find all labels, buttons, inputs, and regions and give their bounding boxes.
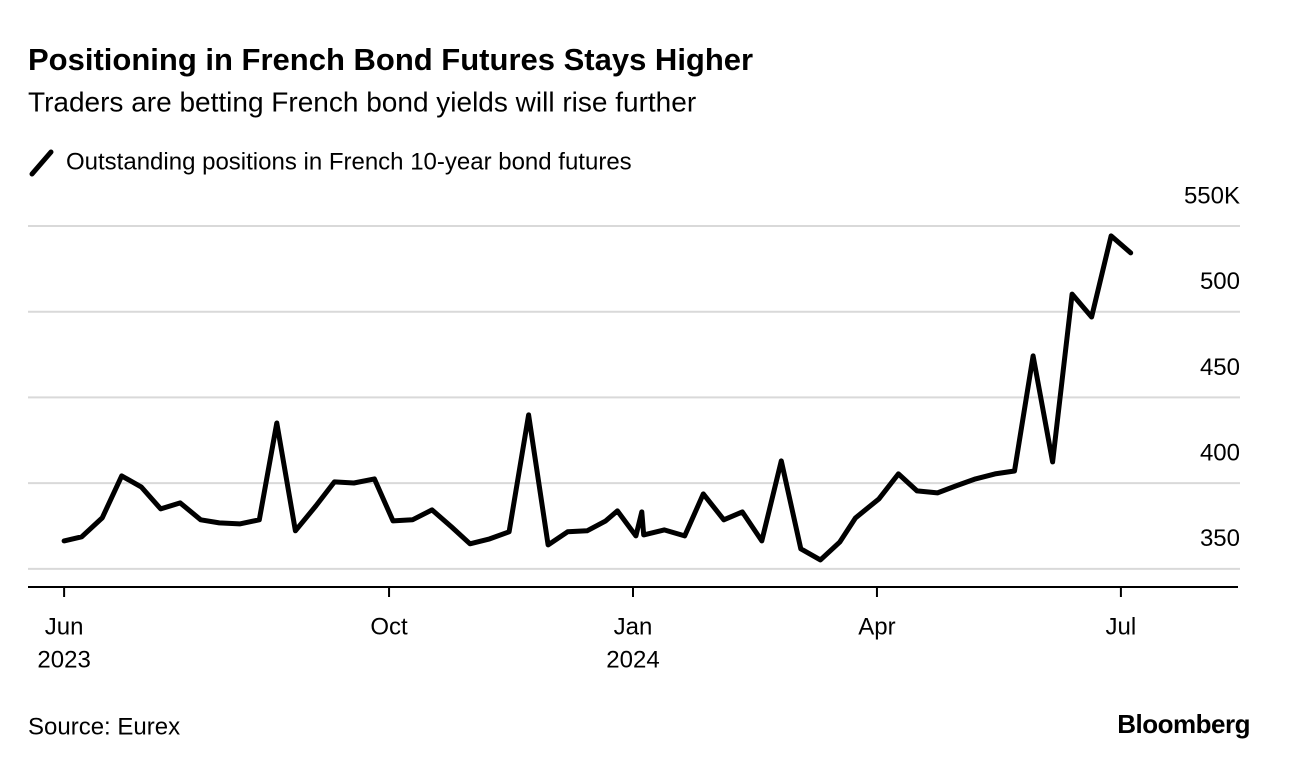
data-line	[61, 233, 1134, 563]
brand: Bloomberg	[1117, 709, 1250, 739]
y-tick-label: 350	[1200, 525, 1240, 552]
legend-label: Outstanding positions in French 10-year …	[66, 148, 632, 175]
x-tick-year: 2024	[606, 646, 659, 673]
y-tick-label: 450	[1200, 354, 1240, 381]
y-tick-label: 550K	[1184, 182, 1240, 209]
chart-title: Positioning in French Bond Futures Stays…	[28, 42, 753, 77]
legend-swatch	[29, 149, 54, 177]
x-tick-year: 2023	[37, 646, 90, 673]
x-tick-label: Jul	[1106, 613, 1137, 640]
x-tick-label: Apr	[858, 613, 895, 640]
chart-subtitle: Traders are betting French bond yields w…	[28, 86, 696, 117]
x-tick-label: Jan	[614, 613, 653, 640]
x-tick-label: Jun	[45, 613, 84, 640]
y-tick-label: 500	[1200, 268, 1240, 295]
source: Source: Eurex	[28, 713, 180, 740]
y-tick-label: 400	[1200, 439, 1240, 466]
x-tick-label: Oct	[370, 613, 408, 640]
